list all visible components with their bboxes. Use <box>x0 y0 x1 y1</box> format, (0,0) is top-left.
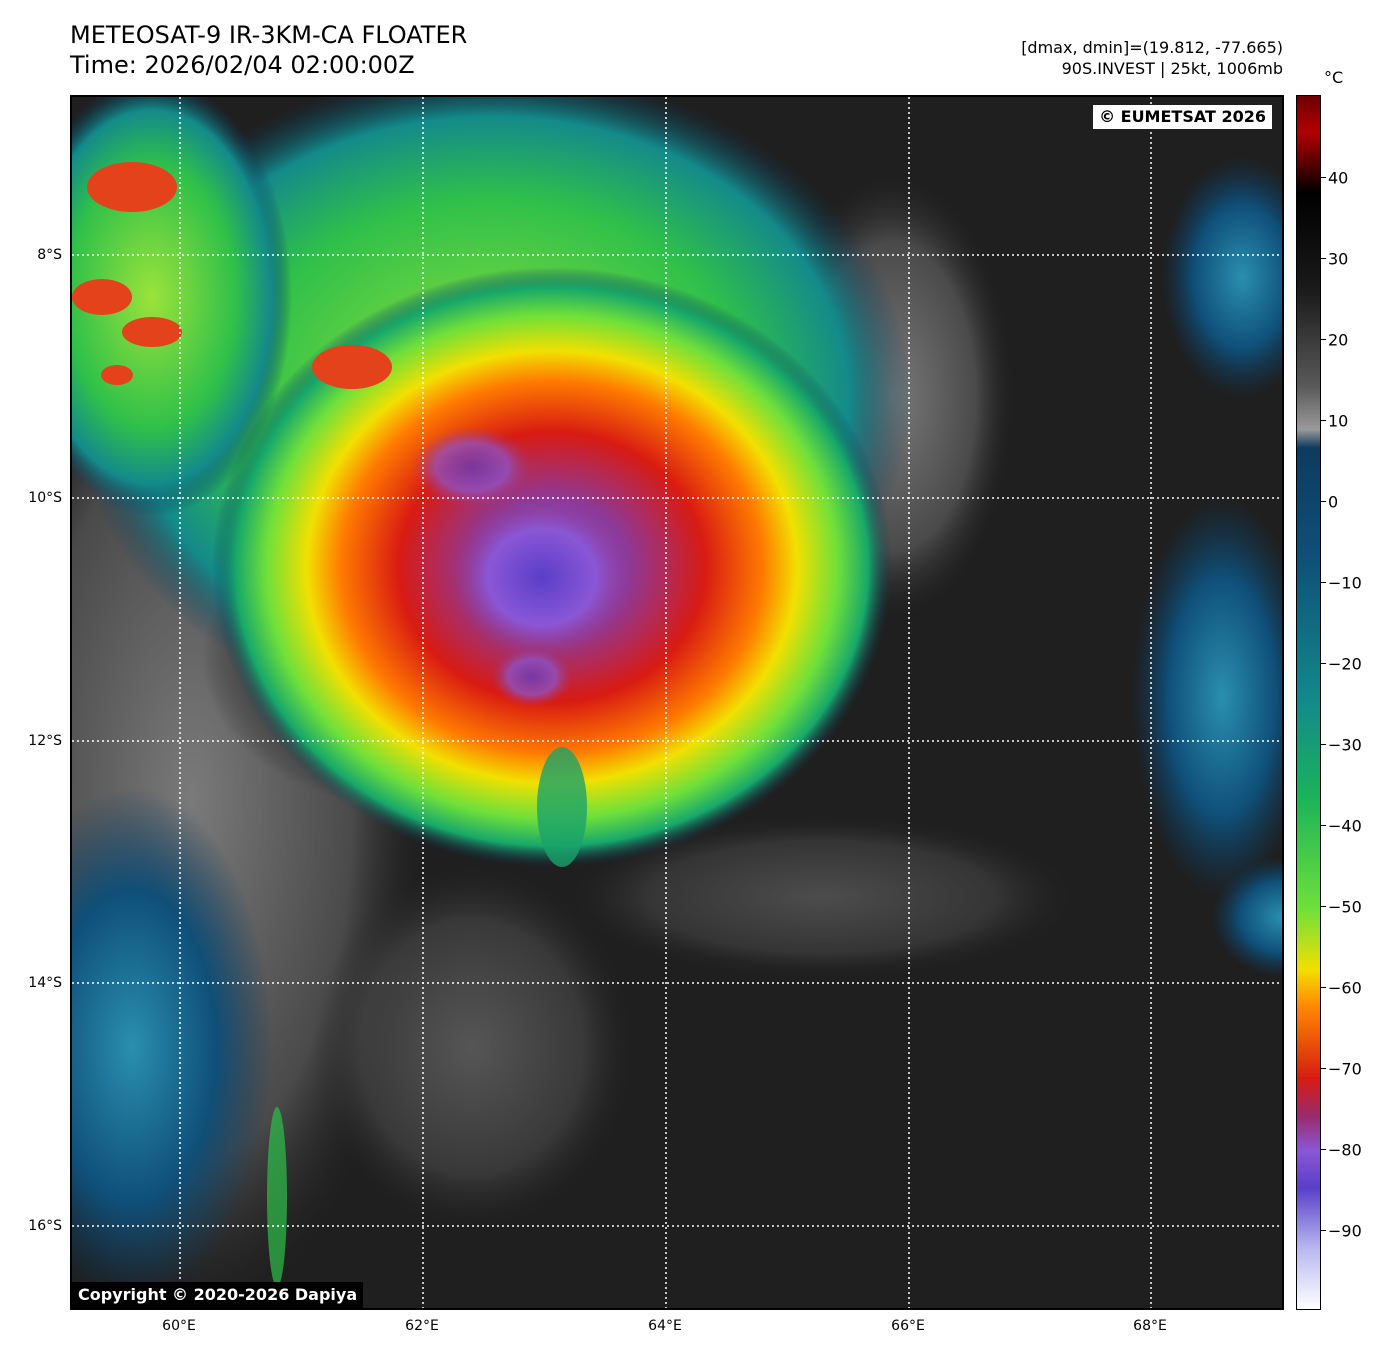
colorbar-label-m80: −80 <box>1328 1140 1362 1160</box>
lat-label-14s: 14°S <box>28 975 62 991</box>
colorbar-label-m60: −60 <box>1328 978 1362 998</box>
temperature-colorbar <box>1296 95 1321 1310</box>
colorbar-label-m20: −20 <box>1328 654 1362 674</box>
colorbar-label-30: 30 <box>1328 249 1349 269</box>
colorbar-label-10: 10 <box>1328 411 1349 431</box>
colorbar-label-40: 40 <box>1328 168 1349 188</box>
colorbar-tick <box>1321 1230 1326 1231</box>
colorbar-tick <box>1321 906 1326 907</box>
lat-label-12s: 12°S <box>28 733 62 749</box>
colorbar-label-m10: −10 <box>1328 573 1362 593</box>
storm-info: [dmax, dmin]=(19.812, -77.665) 90S.INVES… <box>1021 37 1283 79</box>
lon-label-64e: 64°E <box>648 1318 682 1334</box>
dapiya-copyright: Copyright © 2020-2026 Dapiya <box>72 1282 364 1308</box>
colorbar-tick <box>1321 825 1326 826</box>
storm-status-text: 90S.INVEST | 25kt, 1006mb <box>1061 59 1283 78</box>
satellite-image: © EUMETSAT 2026 Copyright © 2020-2026 Da… <box>70 95 1284 1310</box>
colorbar-label-m90: −90 <box>1328 1221 1362 1241</box>
eumetsat-copyright: © EUMETSAT 2026 <box>1093 105 1272 129</box>
ir-imagery <box>72 97 1282 1308</box>
lon-label-66e: 66°E <box>891 1318 925 1334</box>
title-line-2: Time: 2026/02/04 02:00:00Z <box>70 51 415 79</box>
title-line-1: METEOSAT-9 IR-3KM-CA FLOATER <box>70 21 468 49</box>
colorbar-label-m70: −70 <box>1328 1059 1362 1079</box>
colorbar-label-m40: −40 <box>1328 816 1362 836</box>
chart-title: METEOSAT-9 IR-3KM-CA FLOATER Time: 2026/… <box>70 20 467 80</box>
colorbar-label-20: 20 <box>1328 330 1349 350</box>
colorbar-tick <box>1321 1149 1326 1150</box>
colorbar-tick <box>1321 1068 1326 1069</box>
colorbar-label-m50: −50 <box>1328 897 1362 917</box>
colorbar-unit: °C <box>1324 68 1344 87</box>
lon-label-62e: 62°E <box>405 1318 439 1334</box>
lat-label-16s: 16°S <box>28 1218 62 1234</box>
colorbar-tick <box>1321 420 1326 421</box>
lat-label-10s: 10°S <box>28 490 62 506</box>
colorbar-tick <box>1321 744 1326 745</box>
lon-label-68e: 68°E <box>1133 1318 1167 1334</box>
dmax-dmin-text: [dmax, dmin]=(19.812, -77.665) <box>1021 38 1283 57</box>
colorbar-tick <box>1321 501 1326 502</box>
colorbar-tick <box>1321 987 1326 988</box>
lat-label-8s: 8°S <box>37 247 62 263</box>
colorbar-label-m30: −30 <box>1328 735 1362 755</box>
colorbar-tick <box>1321 339 1326 340</box>
colorbar-tick <box>1321 663 1326 664</box>
lon-label-60e: 60°E <box>162 1318 196 1334</box>
colorbar-tick <box>1321 582 1326 583</box>
colorbar-tick <box>1321 258 1326 259</box>
colorbar-tick <box>1321 177 1326 178</box>
colorbar-label-0: 0 <box>1328 492 1339 512</box>
